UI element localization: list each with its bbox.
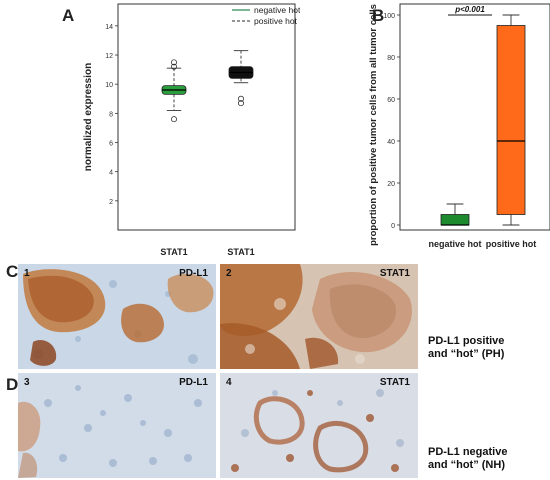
micrograph-c2 [220, 264, 418, 369]
chart-b-frame [399, 3, 550, 231]
image-c2-stat1: 2 STAT1 [220, 264, 418, 369]
caption-ph-line1: PD-L1 positive [428, 335, 505, 347]
outlier-point [237, 100, 244, 107]
outlier-point [170, 63, 177, 70]
image-d3-tag: PD-L1 [179, 377, 208, 388]
chart-a-y-axis: 2 4 6 8 10 12 14 [105, 24, 118, 206]
y-tick-label: 14 [105, 24, 113, 31]
outlier-point [170, 116, 177, 123]
panel-letter-b: B [372, 6, 385, 25]
x-category-label: negative hot [428, 239, 481, 249]
image-d4-tag: STAT1 [379, 377, 410, 388]
image-c2-tag: STAT1 [379, 268, 410, 279]
image-c2-number: 2 [226, 268, 232, 279]
micrograph-d3 [18, 373, 216, 478]
image-d3-number: 3 [24, 377, 30, 388]
panel-letter-a: A [62, 6, 75, 25]
chart-b-pvalue: p<0.001 [454, 5, 485, 14]
caption-nh-line2: and “hot” (NH) [428, 459, 505, 471]
panel-letter-d: D [6, 375, 19, 394]
image-c1-tag: PD-L1 [179, 268, 208, 279]
y-tick-label: 20 [387, 181, 395, 188]
micrograph-c1 [18, 264, 216, 369]
y-tick-label: 40 [387, 139, 395, 146]
image-d4-number: 4 [226, 377, 232, 388]
chart-a-ylabel: normalized expression [83, 63, 94, 171]
caption-ph-line2: and “hot” (PH) [428, 348, 505, 360]
chart-a: 2 4 6 8 10 12 14 STAT1 STAT1 negative hot posit… [83, 3, 300, 257]
y-tick-label: 0 [391, 223, 395, 230]
x-category-label: STAT1 [227, 247, 254, 257]
image-c1-pdl1: 1 PD-L1 [18, 264, 216, 369]
y-tick-label: 10 [105, 82, 113, 89]
chart-b-y-axis: 0 20 40 60 80 100 [383, 13, 400, 230]
chart-b-ylabel: proportion of positive tumor cells from … [368, 4, 379, 246]
x-category-label: STAT1 [160, 247, 187, 257]
y-tick-label: 80 [387, 55, 395, 62]
y-tick-label: 12 [105, 53, 113, 60]
outlier-point [237, 95, 244, 102]
caption-nh: PD-L1 negative and “hot” (NH) [428, 446, 538, 472]
box-rect [496, 25, 526, 215]
chart-b: 0 20 40 60 80 100 negative hot positive hot p<… [368, 3, 550, 249]
y-tick-label: 8 [109, 111, 113, 118]
micrograph-d4 [220, 373, 418, 478]
chart-a-x-labels: STAT1 STAT1 [160, 247, 254, 257]
outlier-point [170, 59, 177, 66]
chart-b-x-labels: negative hot positive hot [428, 239, 536, 249]
box-rect [440, 214, 470, 226]
caption-nh-line1: PD-L1 negative [428, 446, 508, 458]
y-tick-label: 6 [109, 141, 113, 148]
chart-a-frame [117, 3, 296, 231]
y-tick-label: 4 [109, 170, 113, 177]
legend-label-positive: positive hot [254, 16, 298, 26]
y-tick-label: 2 [109, 199, 113, 206]
image-c1-number: 1 [24, 268, 30, 279]
caption-ph: PD-L1 positive and “hot” (PH) [428, 335, 538, 361]
panel-letter-c: C [6, 262, 19, 281]
chart-a-legend: negative hot positive hot [232, 5, 300, 26]
x-category-label: positive hot [486, 239, 537, 249]
y-tick-label: 100 [383, 13, 395, 20]
chart-b-boxes [440, 14, 526, 226]
image-d4-stat1: 4 STAT1 [220, 373, 418, 478]
chart-a-boxes [161, 50, 254, 123]
y-tick-label: 60 [387, 97, 395, 104]
image-d3-pdl1: 3 PD-L1 [18, 373, 216, 478]
legend-label-negative: negative hot [254, 5, 300, 15]
